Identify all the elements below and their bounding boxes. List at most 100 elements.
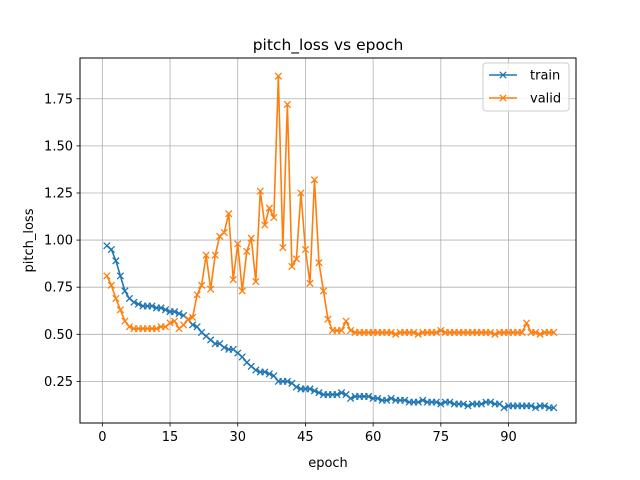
data-point-valid xyxy=(306,279,314,288)
chart-title: pitch_loss vs epoch xyxy=(253,36,404,55)
data-point-valid xyxy=(315,259,323,267)
series-train xyxy=(103,242,558,412)
data-point-valid xyxy=(297,189,305,197)
data-point-valid xyxy=(292,255,301,263)
data-point-train xyxy=(188,321,197,329)
data-point-train xyxy=(486,398,495,406)
data-point-train xyxy=(464,402,472,410)
y-tick-label: 1.00 xyxy=(44,234,73,249)
y-tick-label: 0.25 xyxy=(44,375,73,390)
data-point-valid xyxy=(414,330,422,338)
data-point-valid xyxy=(193,291,201,299)
data-point-valid xyxy=(346,326,355,335)
data-point-train xyxy=(310,387,319,395)
data-point-valid xyxy=(103,272,111,280)
grid xyxy=(80,58,576,423)
data-point-train xyxy=(261,368,269,376)
data-point-train xyxy=(333,390,341,399)
data-point-train xyxy=(383,396,391,404)
x-tick-label: 45 xyxy=(297,430,314,445)
series-line-train xyxy=(106,245,554,409)
data-point-train xyxy=(446,398,454,406)
data-point-valid xyxy=(486,328,495,337)
data-point-valid xyxy=(152,324,161,333)
series-group xyxy=(103,72,558,412)
data-point-train xyxy=(364,392,373,401)
data-point-valid xyxy=(270,213,278,222)
data-point-valid xyxy=(274,72,283,80)
data-point-train xyxy=(112,257,120,265)
data-point-train xyxy=(148,302,156,310)
data-point-train xyxy=(116,272,125,280)
data-point-valid xyxy=(211,251,219,259)
legend-marker-valid xyxy=(499,94,507,102)
data-point-valid xyxy=(202,251,210,259)
data-point-valid xyxy=(432,328,440,337)
x-tick-label: 60 xyxy=(365,430,382,445)
plot-frame xyxy=(79,57,577,424)
y-tick-label: 1.75 xyxy=(44,92,73,107)
data-point-train xyxy=(107,245,116,254)
data-point-train xyxy=(134,300,143,308)
data-point-train xyxy=(175,309,183,318)
legend: train valid xyxy=(482,62,570,112)
y-axis-label: pitch_loss xyxy=(22,208,37,272)
x-tick-label: 0 xyxy=(98,430,106,445)
data-point-valid xyxy=(234,240,242,248)
data-point-train xyxy=(121,287,129,295)
data-point-train xyxy=(373,394,382,403)
data-point-valid xyxy=(392,330,400,338)
legend-marker-train xyxy=(499,71,507,79)
data-point-valid xyxy=(121,317,129,325)
legend-label-valid: valid xyxy=(530,92,561,107)
data-point-valid xyxy=(550,328,558,337)
data-point-train xyxy=(252,366,260,374)
data-point-train xyxy=(337,389,346,397)
data-point-train xyxy=(157,304,165,312)
data-point-train xyxy=(238,353,246,361)
series-valid xyxy=(103,72,558,338)
data-point-valid xyxy=(337,326,346,335)
data-point-valid xyxy=(225,210,233,218)
data-point-train xyxy=(346,394,355,403)
data-point-valid xyxy=(220,228,228,237)
data-point-train xyxy=(283,377,292,386)
data-point-train xyxy=(414,398,422,406)
data-point-valid xyxy=(279,243,287,252)
data-point-train xyxy=(193,323,201,331)
data-point-valid xyxy=(125,323,134,331)
data-point-train xyxy=(161,306,170,314)
x-tick-label: 75 xyxy=(433,430,450,445)
data-point-valid xyxy=(112,294,120,303)
x-tick-label: 30 xyxy=(229,430,246,445)
data-point-valid xyxy=(107,281,116,289)
data-point-valid xyxy=(283,100,292,109)
data-point-train xyxy=(315,389,323,397)
y-tick-label: 0.75 xyxy=(44,281,73,296)
data-point-valid xyxy=(310,176,319,184)
data-point-valid xyxy=(170,317,179,325)
data-point-valid xyxy=(247,234,255,242)
data-point-valid xyxy=(243,247,251,256)
data-point-valid xyxy=(229,275,237,284)
data-point-valid xyxy=(288,262,296,271)
data-point-valid xyxy=(197,281,206,289)
data-point-valid xyxy=(184,315,192,323)
data-point-train xyxy=(550,404,558,412)
data-point-train xyxy=(477,400,486,408)
x-axis-label: epoch xyxy=(308,456,348,471)
data-point-valid xyxy=(206,285,215,293)
data-point-valid xyxy=(531,328,540,337)
data-point-train xyxy=(170,308,179,316)
data-point-train xyxy=(265,370,273,378)
data-point-valid xyxy=(301,245,310,254)
x-tick-label: 15 xyxy=(162,430,179,445)
data-point-train xyxy=(387,394,395,403)
data-point-train xyxy=(306,385,314,393)
data-point-valid xyxy=(238,287,246,295)
data-point-train xyxy=(437,400,445,408)
y-tick-label: 1.25 xyxy=(44,186,73,201)
x-tick-label: 90 xyxy=(500,430,517,445)
data-point-valid xyxy=(342,317,350,325)
ticks: 0 15 30 45 60 75 90 0.25 0.50 0.75 1.00 1.25 1.50 1.7… xyxy=(44,92,517,445)
